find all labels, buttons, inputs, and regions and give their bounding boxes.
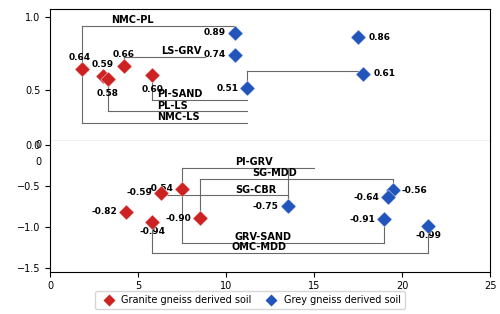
Point	[104, 76, 112, 81]
Text: -0.82: -0.82	[91, 207, 117, 216]
Text: -0.94: -0.94	[139, 227, 165, 236]
Text: PL-LS: PL-LS	[158, 101, 188, 111]
Text: 0.60: 0.60	[141, 85, 163, 94]
Text: -0.59: -0.59	[126, 188, 152, 198]
Text: 0.86: 0.86	[368, 33, 390, 41]
Point	[78, 67, 86, 72]
Point	[243, 85, 251, 90]
Point	[148, 219, 156, 224]
Text: GRV-SAND: GRV-SAND	[235, 232, 292, 242]
Point	[384, 195, 392, 200]
Text: -0.90: -0.90	[165, 214, 191, 223]
Text: 0.61: 0.61	[374, 69, 396, 78]
Text: 0.64: 0.64	[69, 53, 91, 62]
Text: 0.58: 0.58	[97, 89, 119, 98]
Text: 0: 0	[35, 157, 41, 167]
Text: 0.89: 0.89	[204, 28, 226, 37]
Text: -0.99: -0.99	[416, 231, 442, 241]
Text: 0.66: 0.66	[113, 50, 135, 59]
Text: SG-MDD: SG-MDD	[252, 168, 297, 178]
Point	[120, 64, 128, 69]
Point	[389, 188, 397, 193]
Text: NMC-PL: NMC-PL	[112, 15, 154, 25]
Text: -0.54: -0.54	[148, 184, 173, 193]
Text: -0.75: -0.75	[253, 202, 279, 211]
Point	[148, 73, 156, 78]
Legend: Granite gneiss derived soil, Grey gneiss derived soil: Granite gneiss derived soil, Grey gneiss…	[95, 291, 405, 309]
Text: -0.91: -0.91	[350, 215, 376, 224]
Text: SG-CBR: SG-CBR	[235, 185, 276, 195]
Point	[360, 71, 368, 76]
Text: OMC-MDD: OMC-MDD	[232, 242, 286, 252]
Text: PI-GRV: PI-GRV	[235, 157, 273, 167]
Text: -0.64: -0.64	[353, 192, 379, 202]
Point	[196, 216, 203, 221]
Point	[380, 217, 388, 222]
Point	[231, 52, 239, 57]
Point	[99, 74, 107, 79]
Text: 0.51: 0.51	[216, 84, 238, 93]
Point	[284, 203, 292, 208]
Point	[231, 30, 239, 35]
Text: NMC-LS: NMC-LS	[158, 112, 200, 122]
Point	[424, 223, 432, 228]
Point	[354, 35, 362, 40]
Point	[178, 186, 186, 191]
Text: PI-SAND: PI-SAND	[158, 89, 202, 99]
Text: 0.74: 0.74	[204, 50, 226, 59]
Point	[122, 209, 130, 214]
Text: 0: 0	[35, 140, 41, 149]
Text: -0.56: -0.56	[402, 186, 428, 195]
Text: 0.59: 0.59	[92, 60, 114, 69]
Text: LS-GRV: LS-GRV	[161, 46, 202, 56]
Point	[157, 190, 165, 195]
